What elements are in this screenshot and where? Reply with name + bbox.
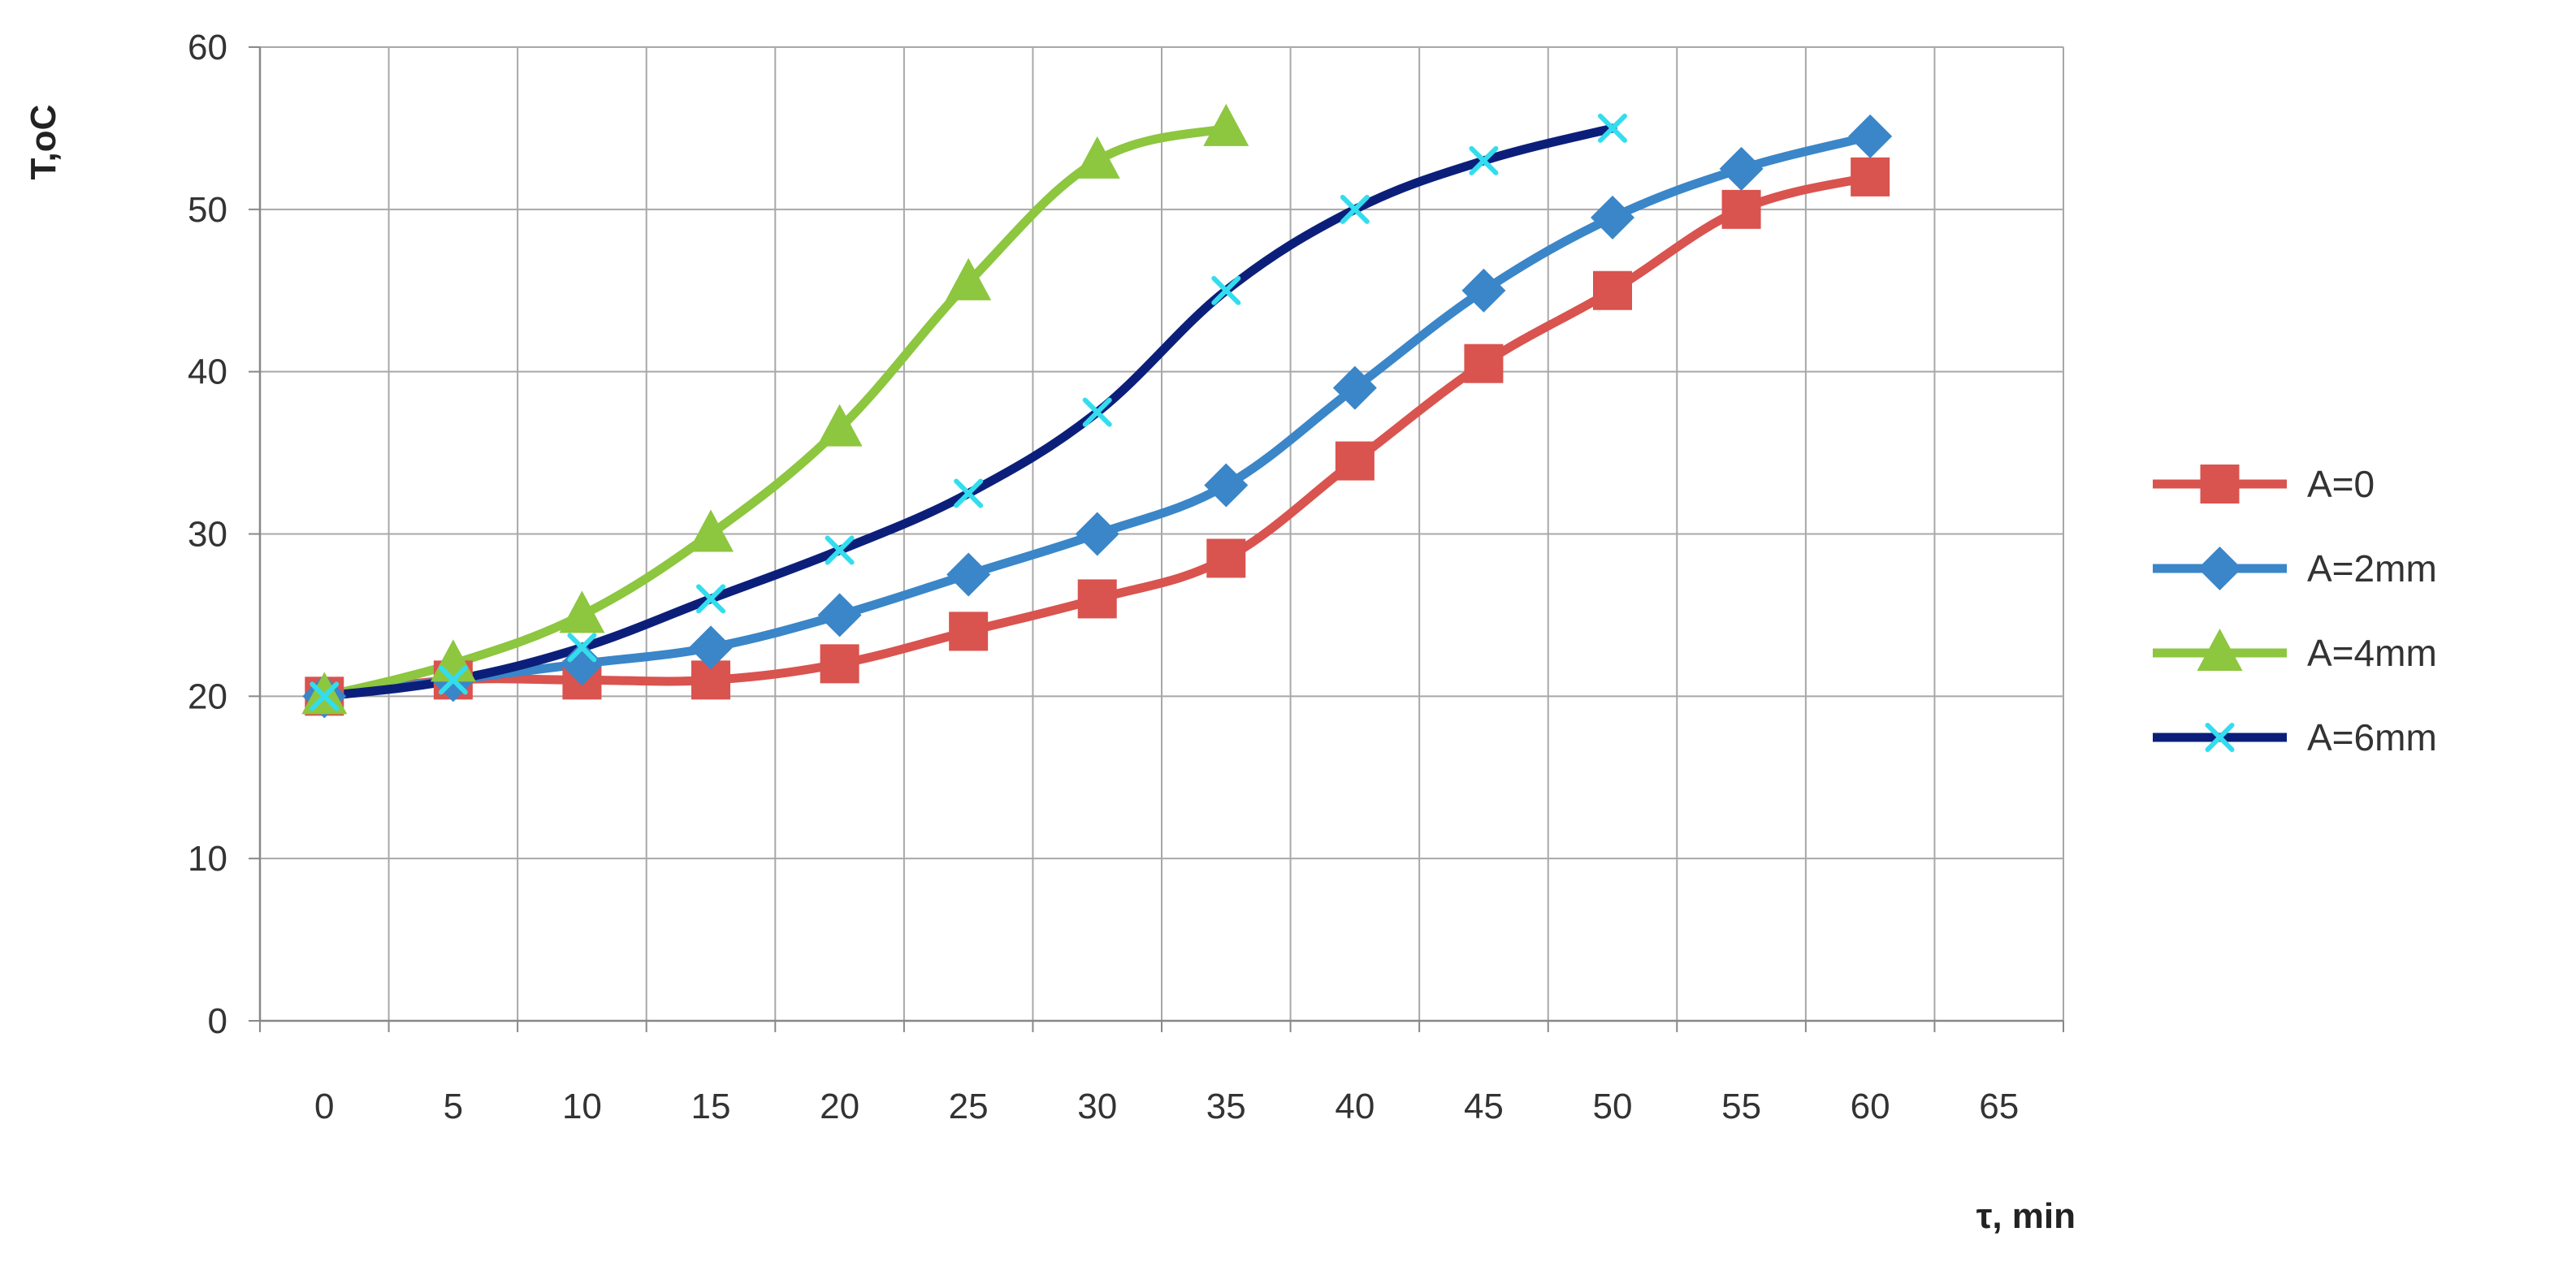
x-axis-title: τ, min bbox=[1976, 1196, 2076, 1236]
data-point bbox=[1077, 579, 1117, 619]
data-point bbox=[1206, 538, 1246, 578]
x-tick-label: 40 bbox=[1335, 1087, 1375, 1126]
legend-label: A=0 bbox=[2307, 463, 2375, 505]
data-point bbox=[817, 593, 862, 638]
axes bbox=[249, 46, 2064, 1032]
x-tick-label: 25 bbox=[949, 1087, 989, 1126]
y-tick-label: 20 bbox=[188, 676, 227, 716]
legend-swatch-marker bbox=[2200, 465, 2240, 504]
data-point bbox=[816, 404, 863, 447]
x-tick-label: 20 bbox=[820, 1087, 859, 1126]
data-point bbox=[949, 612, 989, 651]
x-tick-label: 35 bbox=[1206, 1087, 1246, 1126]
legend-swatch-marker bbox=[2197, 629, 2243, 671]
legend-item: A=6mm bbox=[2153, 716, 2437, 759]
y-tick-label: 10 bbox=[188, 839, 227, 879]
data-point bbox=[438, 665, 468, 695]
data-point bbox=[310, 681, 340, 711]
grid bbox=[259, 46, 2064, 1022]
data-point bbox=[1591, 195, 1634, 240]
data-point bbox=[689, 625, 733, 670]
data-point bbox=[1211, 275, 1241, 305]
data-point bbox=[1204, 463, 1249, 508]
x-tick-label: 50 bbox=[1593, 1087, 1633, 1126]
data-point bbox=[1340, 194, 1370, 224]
data-point bbox=[1469, 145, 1499, 175]
y-axis-title: T,oC bbox=[24, 105, 63, 180]
data-point bbox=[954, 478, 984, 508]
data-point bbox=[1851, 157, 1890, 197]
data-point bbox=[1719, 146, 1764, 191]
x-tick-label: 5 bbox=[444, 1087, 463, 1126]
legend-swatch-marker bbox=[2197, 547, 2242, 590]
series-markers-a6mm bbox=[310, 113, 1627, 711]
x-tick-label: 60 bbox=[1851, 1087, 1890, 1126]
legend-item: A=2mm bbox=[2153, 547, 2437, 590]
y-tick-label: 60 bbox=[188, 28, 227, 67]
data-point bbox=[1461, 268, 1506, 313]
data-point bbox=[1203, 103, 1249, 146]
data-point bbox=[946, 257, 992, 300]
data-point bbox=[820, 644, 859, 684]
data-point bbox=[688, 509, 734, 552]
data-point bbox=[1082, 397, 1112, 427]
legend-swatch-marker bbox=[2205, 723, 2235, 752]
legend: A=0 A=2mm A=4mm A=6mm bbox=[2153, 463, 2437, 759]
x-tick-label: 15 bbox=[691, 1087, 731, 1126]
data-point bbox=[825, 535, 855, 565]
data-point bbox=[946, 552, 991, 597]
legend-label: A=4mm bbox=[2307, 632, 2437, 674]
data-point bbox=[1848, 114, 1893, 158]
data-point bbox=[1721, 189, 1761, 229]
data-point bbox=[1598, 113, 1627, 143]
data-point bbox=[696, 584, 725, 614]
x-tick-label: 30 bbox=[1077, 1087, 1117, 1126]
data-point bbox=[1464, 344, 1504, 383]
legend-item: A=0 bbox=[2153, 463, 2375, 505]
series-markers bbox=[301, 103, 1893, 719]
y-tick-label: 50 bbox=[188, 190, 227, 230]
data-point bbox=[1074, 136, 1120, 179]
data-point bbox=[1332, 365, 1377, 410]
series-line-a4mm bbox=[319, 123, 1231, 701]
data-point bbox=[1593, 270, 1632, 310]
data-point bbox=[559, 590, 605, 633]
x-tick-label: 65 bbox=[1979, 1087, 2019, 1126]
x-tick-label: 45 bbox=[1464, 1087, 1504, 1126]
data-point bbox=[1075, 512, 1119, 556]
y-tick-label: 40 bbox=[188, 352, 227, 392]
x-tick-label: 55 bbox=[1721, 1087, 1761, 1126]
x-tick-label: 0 bbox=[314, 1087, 334, 1126]
legend-item: A=4mm bbox=[2153, 629, 2437, 674]
x-tick-label: 10 bbox=[562, 1087, 602, 1126]
data-point bbox=[560, 642, 604, 686]
legend-label: A=6mm bbox=[2307, 716, 2437, 759]
legend-label: A=2mm bbox=[2307, 547, 2437, 590]
data-point bbox=[567, 633, 597, 663]
y-tick-label: 0 bbox=[208, 1001, 227, 1041]
tick-labels: 0 10 20 30 40 50 60 0 5 10 15 20 25 30 35 40 45 50 55 60 65 bbox=[188, 28, 2019, 1126]
data-point bbox=[1335, 441, 1375, 481]
y-tick-label: 30 bbox=[188, 515, 227, 555]
